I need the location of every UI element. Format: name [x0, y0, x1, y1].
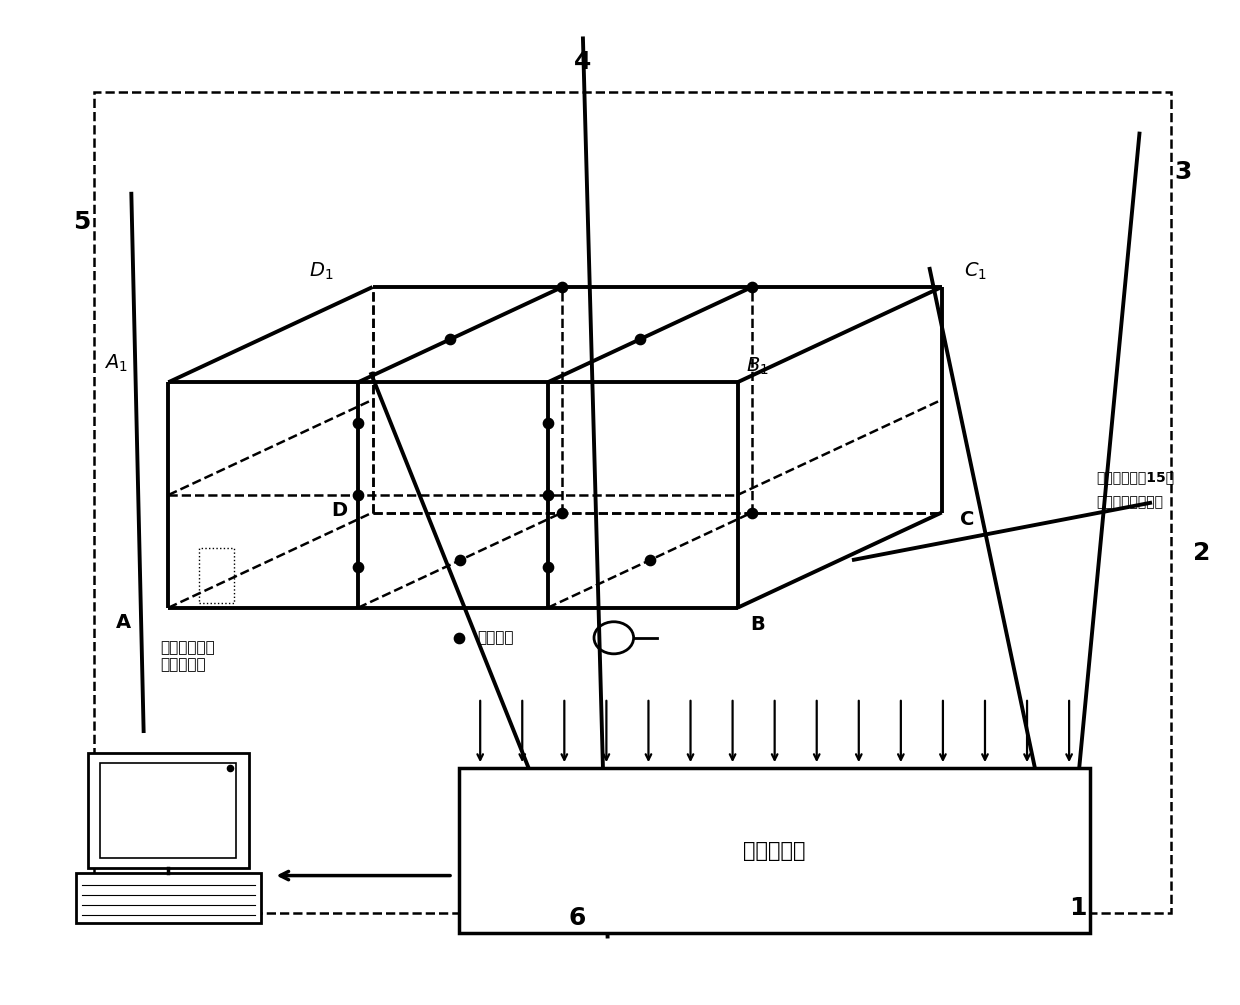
Bar — [88, 753, 249, 868]
Text: 声波接收器的数据: 声波接收器的数据 — [1096, 495, 1163, 510]
Text: D: D — [331, 501, 347, 520]
Point — [348, 415, 368, 431]
Point — [538, 487, 558, 504]
Point — [449, 630, 469, 646]
Bar — [76, 873, 262, 924]
Point — [630, 332, 650, 348]
Point — [538, 559, 558, 575]
Point — [742, 279, 761, 295]
Point — [440, 332, 460, 348]
Text: ：传感器: ：传感器 — [477, 630, 515, 645]
Bar — [100, 763, 237, 858]
Bar — [94, 91, 1171, 914]
Text: 数据采集器: 数据采集器 — [744, 841, 806, 860]
Point — [640, 552, 660, 568]
Point — [742, 505, 761, 521]
Point — [221, 760, 241, 776]
Text: 1: 1 — [1069, 896, 1086, 921]
Point — [552, 279, 572, 295]
Text: $B_1$: $B_1$ — [746, 356, 769, 377]
Text: 4: 4 — [574, 49, 591, 73]
Text: 器的传感器: 器的传感器 — [160, 657, 206, 672]
Point — [348, 487, 368, 504]
Text: 2: 2 — [1193, 541, 1210, 565]
Text: 采集来自其何15路: 采集来自其何15路 — [1096, 470, 1174, 484]
Text: A: A — [117, 613, 131, 632]
Text: 6: 6 — [568, 907, 585, 931]
Text: 作为信号发射: 作为信号发射 — [160, 640, 215, 655]
Text: $D_1$: $D_1$ — [309, 260, 334, 282]
Text: B: B — [750, 615, 765, 634]
Bar — [459, 768, 1090, 934]
Text: 3: 3 — [1174, 160, 1192, 184]
Text: C: C — [960, 511, 975, 529]
Text: 5: 5 — [73, 210, 91, 234]
Bar — [200, 548, 234, 603]
Point — [450, 552, 470, 568]
Point — [538, 415, 558, 431]
Text: $A_1$: $A_1$ — [104, 353, 128, 374]
Text: $C_1$: $C_1$ — [963, 260, 987, 282]
Point — [348, 559, 368, 575]
Point — [552, 505, 572, 521]
